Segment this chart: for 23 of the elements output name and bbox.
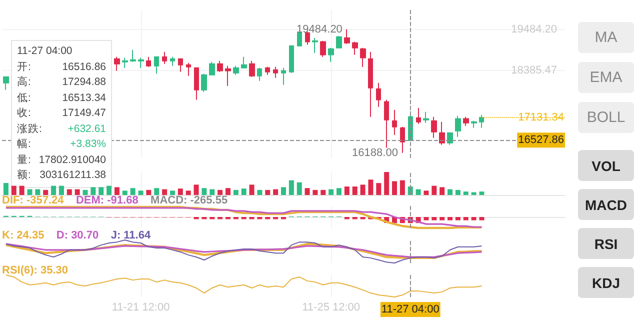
annotation: 额: 303161211.38 [17,168,106,183]
annotation: 11-27 04:00 [17,44,74,59]
annotation: 19484.20 [296,23,342,36]
ref-line-label: 17131.34 [518,111,564,124]
x-tick-label: 11-27 04:00 [381,304,440,316]
annotation: RSI(6): 35.30 [2,264,68,276]
text: KDJ [578,267,634,298]
text: MACD [578,189,634,220]
ref-line-label: 16527.86 [518,134,564,146]
text: RSI [578,228,634,259]
tooltip-panel: 11-27 04:00 开: 16516.86 高: 17294.88 低: 16513.34 收: 17149.47 涨跌: +632.61 幅: +3.83% 量: 17802.910040 额: 303161211.38 [11,40,112,188]
annotation: K: 24.35 [2,230,44,242]
text: VOL [578,150,634,181]
annotation: MACD: -265.55 [150,194,228,206]
annotation: 16188.00 [352,146,398,159]
annotation: DIF: -357.24 [2,194,65,206]
annotation: DEM: -91.68 [76,194,138,206]
text: BOLL [578,102,634,133]
annotation: J: 11.64 [110,230,152,242]
text: MA [578,22,634,53]
annotation: 量: 17802.910040 [17,152,106,168]
annotation: D: 30.70 [56,230,99,242]
text: EMA [578,62,634,93]
